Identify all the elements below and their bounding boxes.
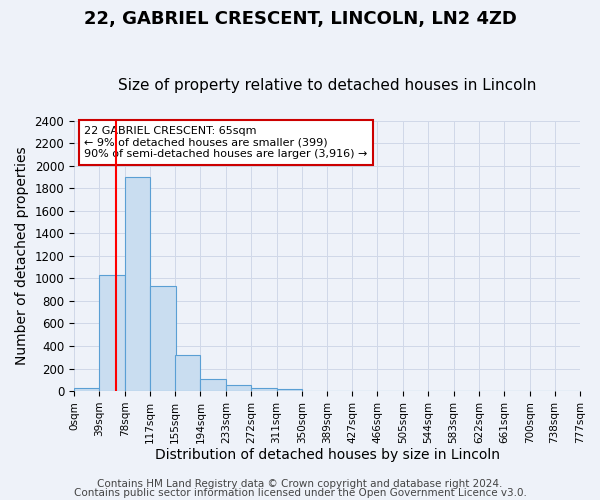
- Bar: [277, 389, 302, 391]
- Bar: [226, 386, 251, 391]
- Bar: [125, 177, 150, 391]
- Text: 22, GABRIEL CRESCENT, LINCOLN, LN2 4ZD: 22, GABRIEL CRESCENT, LINCOLN, LN2 4ZD: [83, 10, 517, 28]
- Bar: [251, 388, 277, 391]
- Bar: [100, 275, 125, 391]
- Bar: [200, 380, 226, 391]
- Bar: [74, 388, 100, 391]
- X-axis label: Distribution of detached houses by size in Lincoln: Distribution of detached houses by size …: [155, 448, 500, 462]
- Text: Contains HM Land Registry data © Crown copyright and database right 2024.: Contains HM Land Registry data © Crown c…: [97, 479, 503, 489]
- Y-axis label: Number of detached properties: Number of detached properties: [15, 146, 29, 365]
- Bar: [150, 286, 176, 391]
- Text: Contains public sector information licensed under the Open Government Licence v3: Contains public sector information licen…: [74, 488, 526, 498]
- Text: 22 GABRIEL CRESCENT: 65sqm
← 9% of detached houses are smaller (399)
90% of semi: 22 GABRIEL CRESCENT: 65sqm ← 9% of detac…: [84, 126, 368, 159]
- Bar: [175, 355, 200, 391]
- Title: Size of property relative to detached houses in Lincoln: Size of property relative to detached ho…: [118, 78, 536, 93]
